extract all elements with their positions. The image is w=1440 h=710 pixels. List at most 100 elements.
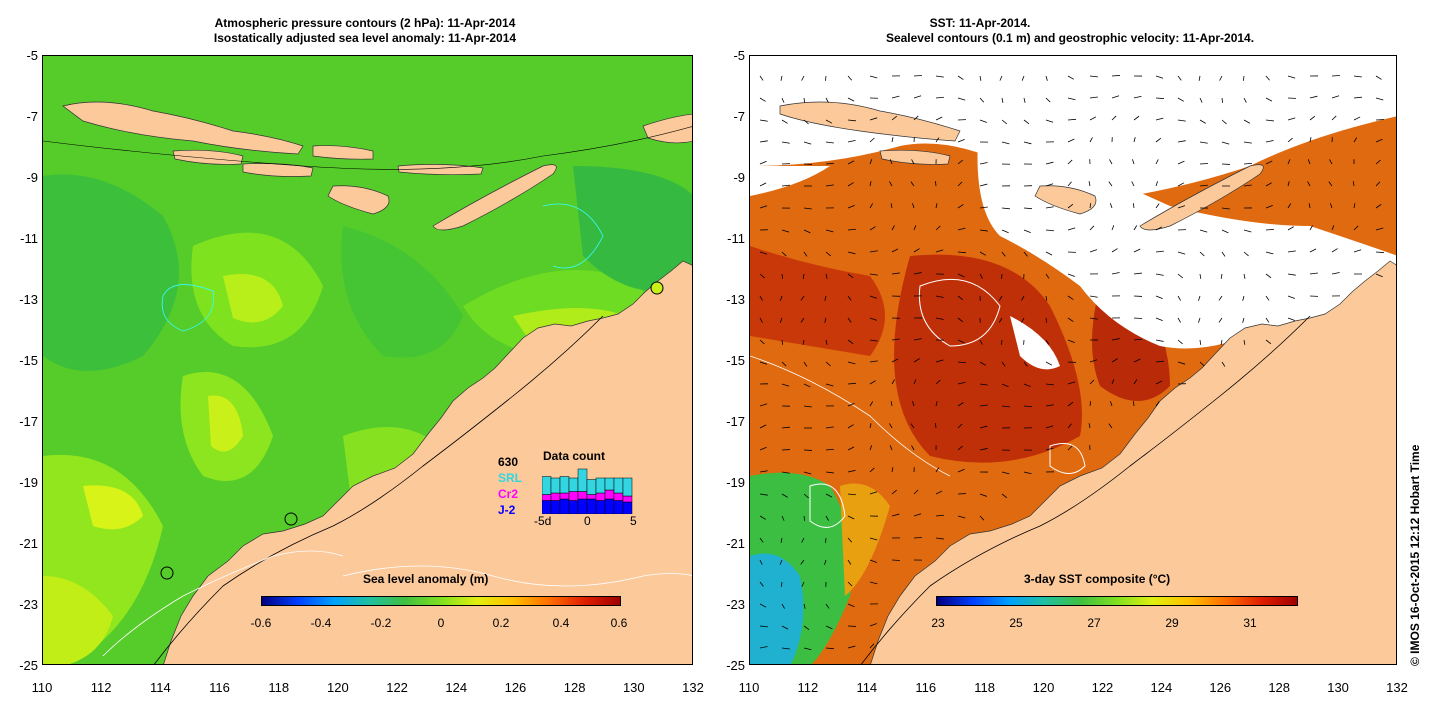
velocity-arrow (869, 250, 878, 253)
sst-cool-patch (750, 553, 804, 664)
data-count-title: Data count (543, 449, 606, 463)
right-lon-tick: 124 (1150, 680, 1173, 695)
data-count-bars (542, 468, 633, 514)
velocity-arrow (1177, 273, 1183, 279)
velocity-arrow (1067, 423, 1072, 429)
velocity-arrow (935, 75, 944, 78)
velocity-arrow (979, 183, 988, 187)
velocity-arrow (935, 116, 943, 121)
velocity-arrow (1089, 75, 1098, 78)
sst-warm-patch (750, 246, 885, 356)
velocity-arrow (847, 182, 854, 187)
sea-level-anomaly-map[interactable]: Data count 630 SRL Cr2 J-2 -5d 0 5 Sea l… (42, 55, 693, 665)
velocity-arrow (759, 493, 768, 496)
velocity-arrow (781, 229, 790, 233)
velocity-arrow (869, 423, 872, 429)
velocity-arrow (1155, 97, 1164, 99)
velocity-arrow (825, 493, 833, 498)
velocity-arrow (825, 251, 831, 257)
velocity-arrow (1089, 379, 1095, 385)
velocity-arrow (979, 448, 988, 451)
velocity-arrow (1001, 471, 1010, 475)
left-lon-tick: 120 (327, 680, 349, 695)
velocity-arrow (1198, 317, 1201, 323)
velocity-arrow (1045, 119, 1054, 123)
velocity-arrow (1111, 358, 1118, 363)
velocity-arrow (847, 204, 855, 209)
velocity-arrow (913, 379, 917, 385)
velocity-arrow (1001, 119, 1008, 125)
velocity-arrow (1199, 339, 1202, 345)
velocity-arrow (847, 537, 853, 543)
velocity-arrow (979, 119, 987, 123)
velocity-arrow (759, 273, 765, 279)
australia-landmass (870, 260, 1396, 664)
data-count-bar-cr2 (577, 491, 588, 500)
velocity-arrow (1287, 250, 1296, 253)
velocity-arrow (869, 643, 875, 649)
left-lon-tick: 116 (209, 680, 230, 695)
velocity-arrow (781, 426, 790, 429)
velocity-arrow (957, 159, 963, 165)
velocity-arrow (957, 402, 964, 407)
velocity-arrow (1243, 97, 1247, 103)
sst-map[interactable]: 3-day SST composite (°C) 23 25 27 29 31 (749, 55, 1397, 665)
data-count-bar-srl (568, 477, 579, 492)
velocity-arrow (890, 401, 893, 407)
right-lon-tick: 122 (1091, 680, 1114, 695)
data-count-bar-cr2 (568, 491, 579, 501)
sea-level-colorbar (261, 596, 621, 606)
imos-credit: © IMOS 16-Oct-2015 12:12 Hobart Time (1408, 444, 1422, 666)
velocity-arrow (825, 273, 828, 279)
data-count-bar-j2 (577, 498, 588, 514)
velocity-arrow (759, 160, 767, 165)
velocity-arrow (1177, 251, 1186, 255)
data-count-bar-j2 (568, 500, 579, 514)
anomaly-patch-low (341, 226, 463, 358)
velocity-arrow (1001, 493, 1008, 499)
velocity-arrow (998, 317, 1003, 323)
velocity-arrow (1221, 207, 1230, 210)
velocity-arrow (1155, 339, 1164, 342)
velocity-arrow (1108, 181, 1113, 187)
velocity-arrow (1375, 97, 1384, 101)
data-count-bar-srl (595, 477, 606, 494)
tide-gauge-marker[interactable] (160, 566, 174, 580)
velocity-arrow (1133, 95, 1142, 99)
velocity-arrow (802, 339, 805, 345)
velocity-arrow (759, 537, 764, 543)
velocity-arrow (1067, 227, 1076, 231)
velocity-arrow (1243, 162, 1252, 165)
velocity-arrow (1111, 75, 1120, 77)
velocity-arrow (1045, 383, 1054, 386)
velocity-arrow (1001, 97, 1004, 103)
data-count-bar-j2 (559, 498, 570, 514)
velocity-arrow (1045, 404, 1054, 407)
velocity-arrow (847, 515, 855, 520)
velocity-arrow (1375, 75, 1382, 80)
white-contour (342, 565, 692, 587)
velocity-arrow (869, 317, 878, 321)
velocity-arrow (1199, 141, 1208, 144)
velocity-arrow (1045, 339, 1050, 345)
right-lon-tick: 112 (797, 680, 819, 695)
velocity-arrow (803, 625, 810, 631)
isobath-contour (154, 315, 604, 664)
velocity-arrow (1177, 182, 1185, 187)
velocity-arrow (1089, 359, 1098, 363)
anomaly-patch-high (43, 576, 113, 664)
velocity-arrow (1221, 251, 1226, 257)
velocity-arrow (957, 75, 964, 80)
velocity-arrow (825, 426, 834, 429)
left-colorbar-tick: -0.6 (250, 616, 272, 630)
velocity-arrow (979, 383, 988, 386)
velocity-arrow (979, 206, 988, 209)
velocity-arrow (781, 251, 787, 257)
velocity-arrow (1155, 401, 1160, 407)
velocity-arrow (1177, 317, 1181, 323)
velocity-arrow (779, 559, 783, 565)
tide-gauge-marker[interactable] (650, 281, 664, 295)
velocity-arrow (1001, 383, 1009, 388)
velocity-arrow (1265, 182, 1272, 187)
tide-gauge-marker[interactable] (284, 512, 298, 526)
